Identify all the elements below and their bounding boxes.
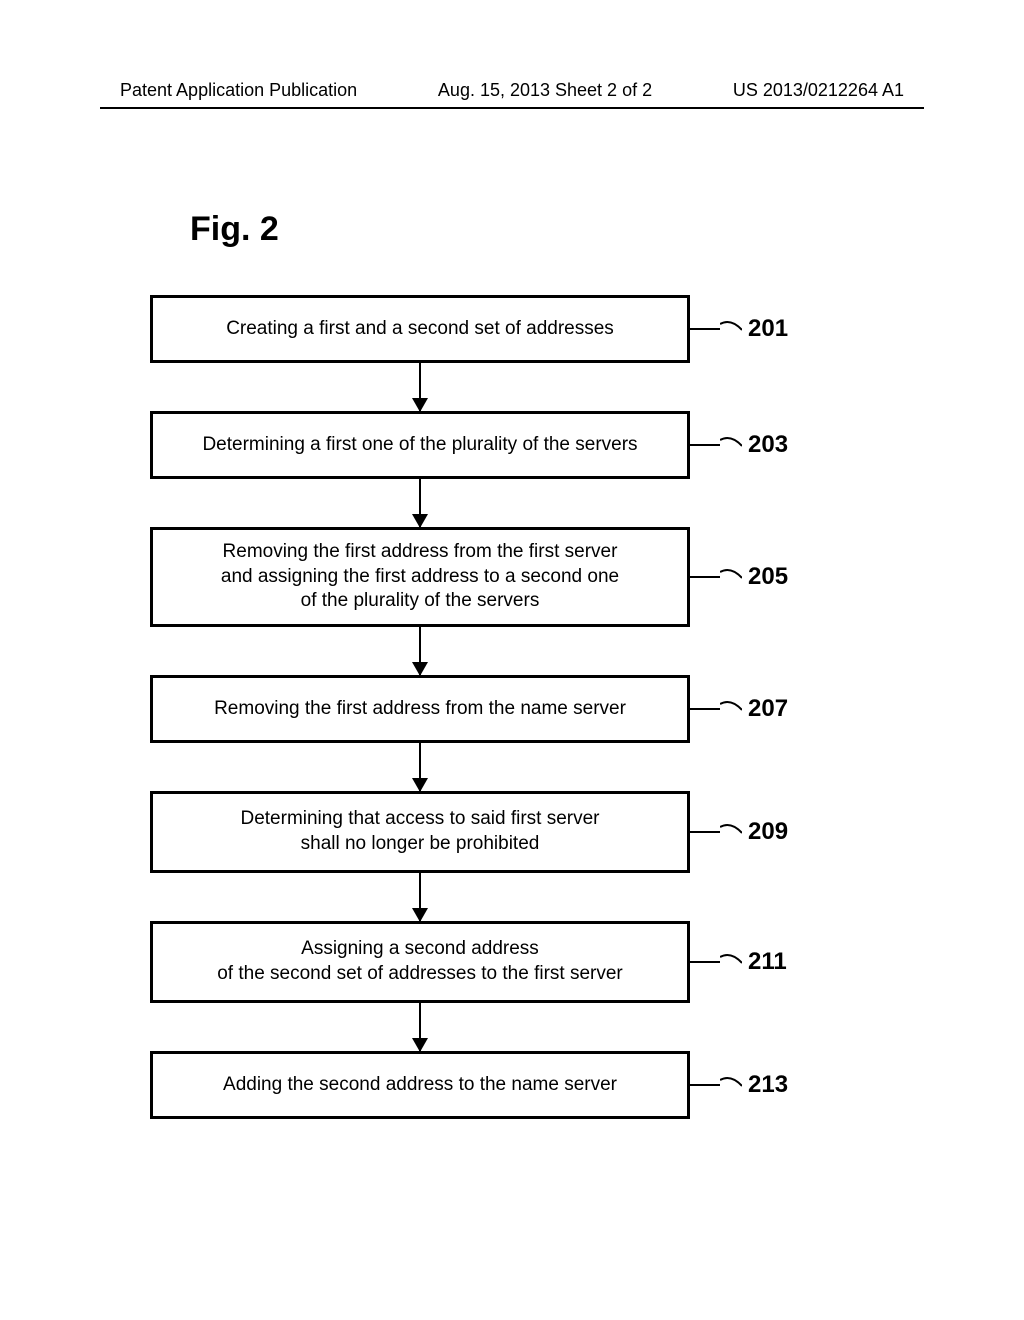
- ref-curve: [720, 823, 742, 842]
- ref-lead-line: [690, 708, 720, 710]
- flowchart-step: Creating a first and a second set of add…: [150, 295, 870, 363]
- flowchart: Creating a first and a second set of add…: [150, 295, 870, 1119]
- patent-page: Patent Application Publication Aug. 15, …: [0, 0, 1024, 1320]
- step-text: Assigning a second addressof the second …: [217, 937, 623, 986]
- ref-number: 201: [748, 315, 788, 343]
- arrow-down: [150, 743, 690, 791]
- flowchart-step: Determining that access to said first se…: [150, 791, 870, 873]
- arrow-line: [419, 627, 421, 675]
- step-text: Determining a first one of the plurality…: [202, 433, 637, 458]
- flowchart-step: Removing the first address from the name…: [150, 675, 870, 743]
- ref-lead-line: [690, 328, 720, 330]
- ref-curve: [720, 953, 742, 972]
- ref-number: 209: [748, 818, 788, 846]
- header-rule: [100, 107, 924, 109]
- ref-number: 211: [748, 948, 787, 976]
- flowchart-step: Adding the second address to the name se…: [150, 1051, 870, 1119]
- ref-lead-line: [690, 1084, 720, 1086]
- ref-lead-line: [690, 961, 720, 963]
- step-box: Creating a first and a second set of add…: [150, 295, 690, 363]
- step-text: Adding the second address to the name se…: [223, 1073, 617, 1098]
- ref-curve: [720, 320, 742, 339]
- arrow-line: [419, 1003, 421, 1051]
- flowchart-step: Removing the first address from the firs…: [150, 527, 870, 627]
- ref-number: 213: [748, 1071, 788, 1099]
- arrow-down: [150, 873, 690, 921]
- ref-lead-line: [690, 576, 720, 578]
- step-box: Adding the second address to the name se…: [150, 1051, 690, 1119]
- arrow-line: [419, 873, 421, 921]
- ref-curve: [720, 436, 742, 455]
- ref-curve: [720, 1076, 742, 1095]
- page-header: Patent Application Publication Aug. 15, …: [0, 80, 1024, 109]
- ref-curve: [720, 568, 742, 587]
- flowchart-step: Determining a first one of the plurality…: [150, 411, 870, 479]
- arrow-down: [150, 627, 690, 675]
- ref-lead-line: [690, 831, 720, 833]
- ref-number: 207: [748, 695, 788, 723]
- ref-lead-line: [690, 444, 720, 446]
- step-box: Removing the first address from the name…: [150, 675, 690, 743]
- figure-label: Fig. 2: [190, 210, 279, 249]
- flowchart-step: Assigning a second addressof the second …: [150, 921, 870, 1003]
- step-text: Creating a first and a second set of add…: [226, 317, 614, 342]
- step-text: Determining that access to said first se…: [240, 807, 599, 856]
- ref-curve: [720, 700, 742, 719]
- arrow-line: [419, 363, 421, 411]
- step-box: Assigning a second addressof the second …: [150, 921, 690, 1003]
- header-left: Patent Application Publication: [120, 80, 357, 101]
- step-text: Removing the first address from the firs…: [221, 540, 619, 614]
- arrow-line: [419, 479, 421, 527]
- step-box: Removing the first address from the firs…: [150, 527, 690, 627]
- header-right: US 2013/0212264 A1: [733, 80, 904, 101]
- ref-number: 205: [748, 563, 788, 591]
- arrow-line: [419, 743, 421, 791]
- header-line: Patent Application Publication Aug. 15, …: [0, 80, 1024, 107]
- arrow-down: [150, 1003, 690, 1051]
- ref-number: 203: [748, 431, 788, 459]
- header-center: Aug. 15, 2013 Sheet 2 of 2: [438, 80, 652, 101]
- step-box: Determining a first one of the plurality…: [150, 411, 690, 479]
- step-box: Determining that access to said first se…: [150, 791, 690, 873]
- step-text: Removing the first address from the name…: [214, 697, 626, 722]
- arrow-down: [150, 363, 690, 411]
- arrow-down: [150, 479, 690, 527]
